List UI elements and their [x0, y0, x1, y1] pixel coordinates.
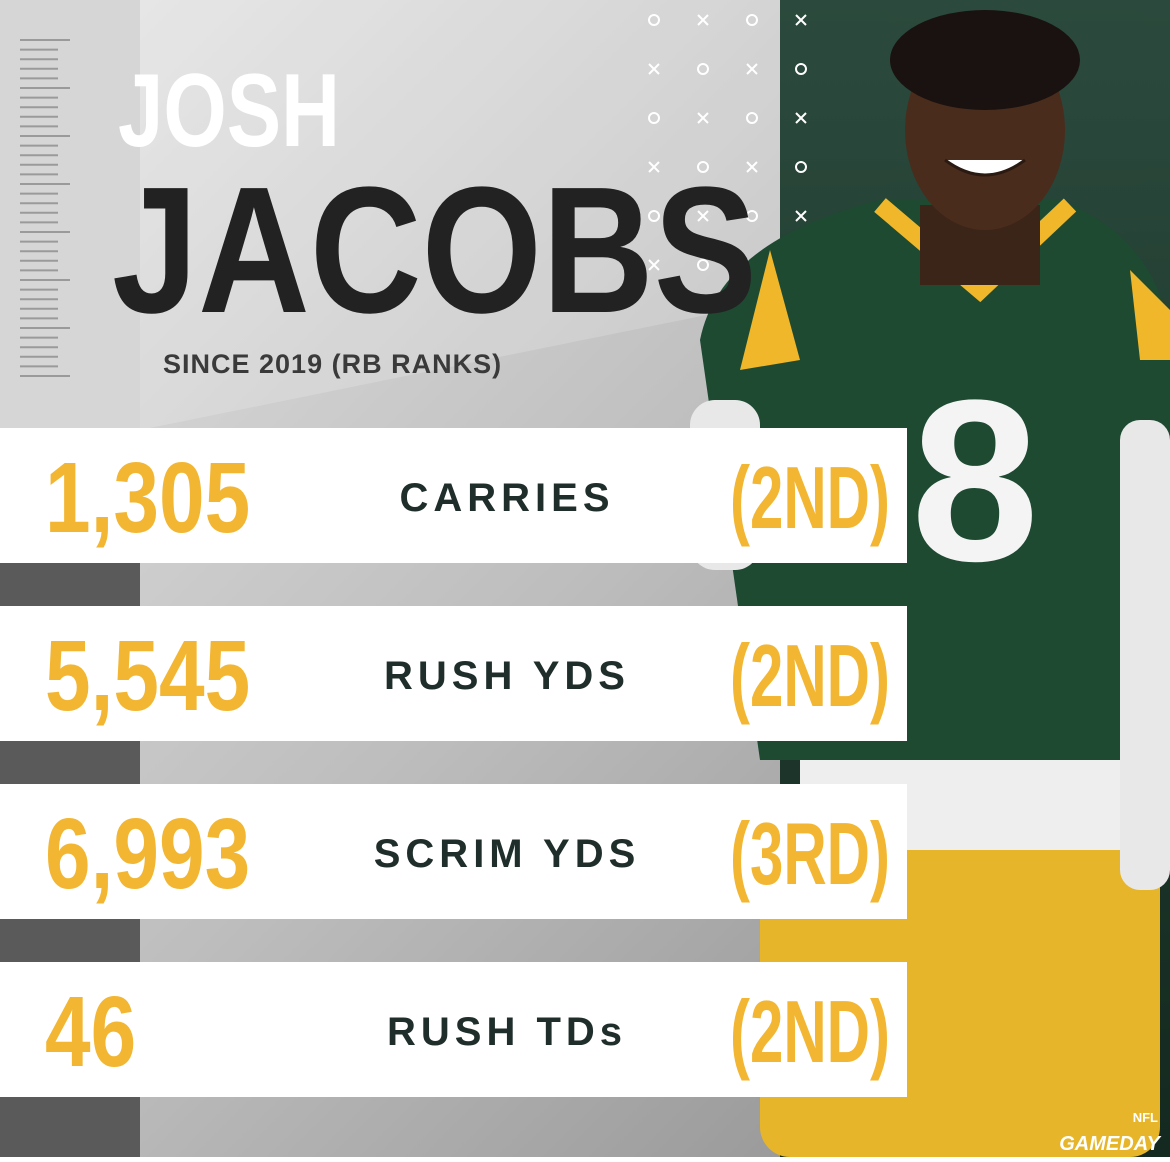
o-mark — [697, 63, 709, 75]
x-mark — [746, 161, 758, 173]
o-mark — [648, 210, 660, 222]
x-mark — [697, 14, 709, 26]
stat-label: SCRIM YDS — [374, 832, 641, 876]
x-mark — [795, 112, 807, 124]
light-shape — [140, 0, 780, 430]
o-mark — [697, 161, 709, 173]
o-mark — [746, 112, 758, 124]
stat-row — [0, 784, 907, 919]
o-mark — [746, 210, 758, 222]
subtitle: SINCE 2019 (RB RANKS) — [163, 349, 502, 379]
last-name: JACOBS — [112, 150, 757, 351]
o-mark — [795, 161, 807, 173]
stat-rank: (2ND) — [730, 626, 890, 725]
o-mark — [648, 112, 660, 124]
x-mark — [648, 161, 660, 173]
o-mark — [697, 259, 709, 271]
first-name: JOSH — [118, 53, 340, 169]
x-mark — [697, 210, 709, 222]
stat-label: RUSH YDS — [384, 654, 630, 698]
stat-value: 1,305 — [45, 442, 250, 554]
stat-label: CARRIES — [399, 476, 614, 520]
x-mark — [648, 63, 660, 75]
brand: GAMEDAY — [1059, 1133, 1161, 1155]
stat-value: 5,545 — [45, 620, 250, 732]
o-mark — [648, 14, 660, 26]
x-mark — [648, 259, 660, 271]
o-mark — [795, 63, 807, 75]
x-mark — [697, 112, 709, 124]
nfl-logo: NFL — [1133, 1110, 1158, 1125]
stat-row — [0, 606, 907, 741]
stat-rank: (2ND) — [730, 982, 890, 1081]
stat-value: 6,993 — [45, 798, 250, 910]
stat-label: RUSH TDs — [387, 1010, 627, 1054]
o-mark — [746, 14, 758, 26]
stat-row — [0, 428, 907, 563]
ruler — [20, 39, 70, 377]
x-mark — [795, 14, 807, 26]
jersey-number: 8 — [911, 352, 1039, 609]
stat-row — [0, 962, 907, 1097]
stats: 1,305 CARRIES (2ND) 5,545 RUSH YDS (2ND) 6,993… — [0, 428, 907, 1097]
stat-rank: (2ND) — [730, 448, 890, 547]
stat-value: 46 — [45, 976, 136, 1088]
stat-rank: (3RD) — [730, 804, 890, 903]
x-mark — [746, 63, 758, 75]
x-mark — [795, 210, 807, 222]
